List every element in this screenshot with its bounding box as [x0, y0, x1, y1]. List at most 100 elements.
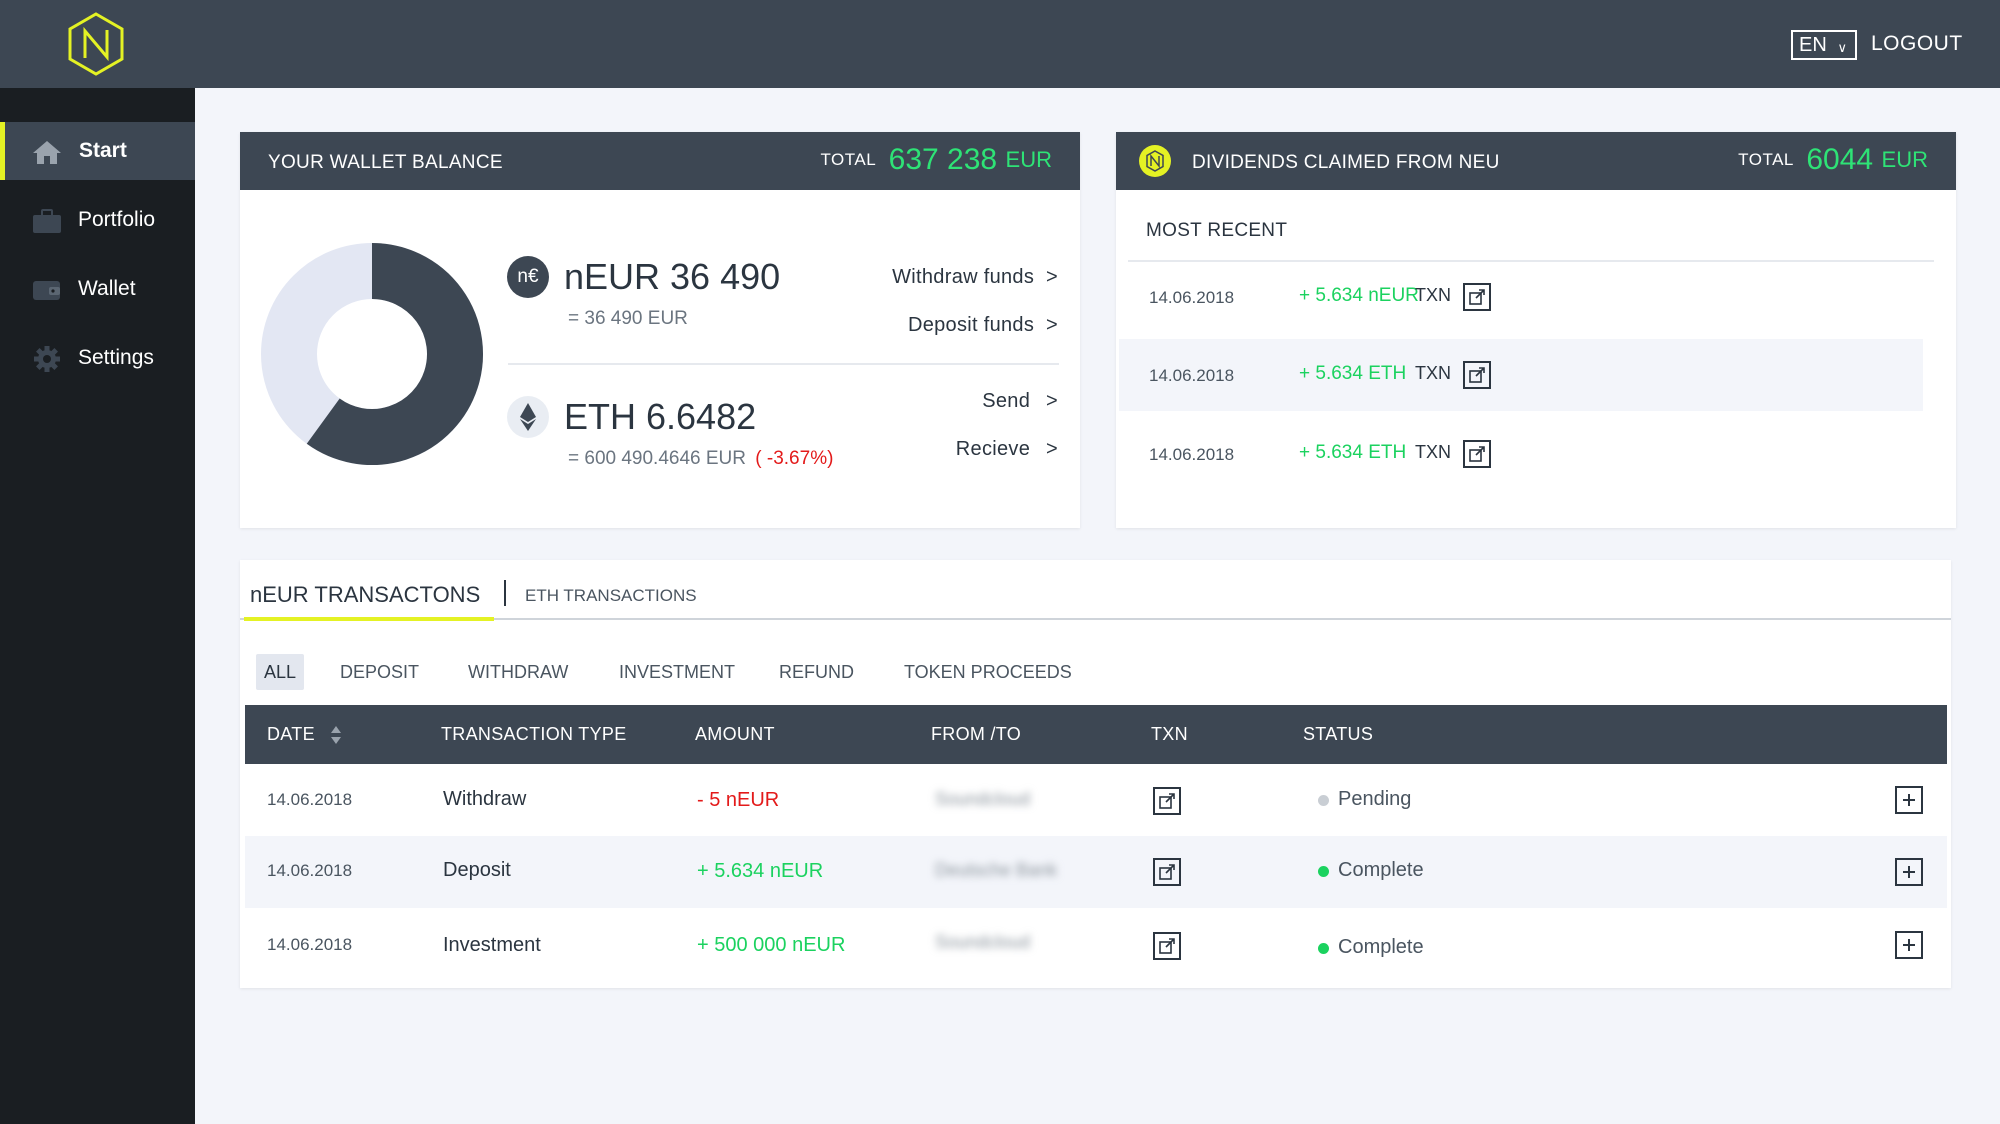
neur-eur-value: = 36 490 EUR [568, 308, 688, 329]
sidebar-item-start[interactable]: Start [0, 122, 195, 180]
dividend-row: 14.06.2018 + 5.634 ETH TXN [1119, 339, 1923, 411]
filter-withdraw[interactable]: WITHDRAW [468, 662, 569, 682]
column-header-label: DATE [267, 724, 315, 744]
sidebar-item-settings[interactable]: Settings [0, 329, 195, 387]
external-link-icon[interactable] [1153, 858, 1181, 886]
wallet-total-value: 637 238 [888, 143, 998, 176]
gear-icon [34, 346, 60, 372]
row-type: Deposit [443, 859, 511, 881]
row-status: Complete [1338, 859, 1424, 881]
column-header-status: STATUS [1303, 724, 1374, 744]
transactions-card: nEUR TRANSACTONS ETH TRANSACTIONS ALL DE… [240, 560, 1951, 988]
dividend-date: 14.06.2018 [1149, 366, 1235, 385]
wallet-balance-card: YOUR WALLET BALANCE TOTAL 637 238 EUR n€… [240, 132, 1080, 528]
row-status: Pending [1338, 788, 1412, 810]
eth-eur-amount: = 600 490.4646 EUR [568, 448, 746, 469]
eth-change: ( -3.67%) [755, 448, 834, 469]
neufund-logo[interactable] [66, 11, 126, 77]
language-value: EN [1799, 34, 1827, 56]
table-row: 14.06.2018 Deposit + 5.634 nEUR Deutsche… [245, 836, 1947, 908]
external-link-icon[interactable] [1463, 440, 1491, 468]
filter-refund[interactable]: REFUND [779, 662, 854, 682]
column-header-amount: AMOUNT [695, 724, 775, 744]
expand-row-button[interactable] [1895, 858, 1923, 886]
briefcase-icon [33, 209, 61, 233]
withdraw-funds-label: Withdraw funds [892, 266, 1035, 288]
row-status: Complete [1338, 936, 1424, 958]
deposit-funds-label: Deposit funds [907, 314, 1035, 336]
sidebar-item-label: Start [79, 139, 127, 162]
neu-coin-icon [1139, 145, 1171, 177]
sidebar-item-portfolio[interactable]: Portfolio [0, 191, 195, 249]
dividends-card-header: DIVIDENDS CLAIMED FROM NEU TOTAL 6044 EU… [1116, 132, 1956, 190]
dividends-total-currency: EUR [1881, 147, 1928, 172]
row-date: 14.06.2018 [267, 790, 353, 809]
send-link[interactable]: Send > [982, 390, 1058, 413]
wallet-card-title: YOUR WALLET BALANCE [268, 152, 503, 173]
receive-label: Recieve [955, 438, 1031, 460]
row-type: Withdraw [443, 788, 527, 810]
logout-button[interactable]: LOGOUT [1871, 32, 1963, 55]
row-from-to: Soundcloud [935, 789, 1031, 809]
chevron-right-icon: > [1046, 390, 1058, 412]
language-select[interactable]: EN ∨ [1791, 30, 1857, 60]
wallet-card-header: YOUR WALLET BALANCE TOTAL 637 238 EUR [240, 132, 1080, 190]
tab-neur-transactions[interactable]: nEUR TRANSACTONS [250, 582, 481, 607]
neur-amount: nEUR 36 490 [564, 256, 781, 297]
expand-row-button[interactable] [1895, 786, 1923, 814]
filter-token-proceeds[interactable]: TOKEN PROCEEDS [904, 662, 1072, 682]
sidebar-item-label: Portfolio [78, 208, 156, 231]
receive-link[interactable]: Recieve > [956, 438, 1058, 461]
wallet-total-label: TOTAL [820, 150, 877, 169]
active-tab-indicator [244, 617, 494, 621]
eth-amount: ETH 6.6482 [564, 396, 757, 437]
external-link-icon[interactable] [1153, 932, 1181, 960]
row-amount: + 5.634 nEUR [697, 860, 824, 882]
expand-row-button[interactable] [1895, 931, 1923, 959]
sidebar-item-wallet[interactable]: Wallet [0, 260, 195, 318]
row-date: 14.06.2018 [267, 861, 353, 880]
withdraw-funds-link[interactable]: Withdraw funds > [892, 266, 1058, 289]
sidebar-item-label: Wallet [78, 277, 136, 300]
filter-all[interactable]: ALL [256, 654, 305, 690]
column-header-txn: TXN [1151, 724, 1188, 744]
column-header-date[interactable]: DATE [267, 724, 342, 745]
dividend-txn-label: TXN [1415, 285, 1451, 305]
row-from-to: Deutsche Bank [935, 860, 1058, 880]
chevron-right-icon: > [1046, 314, 1058, 336]
divider [1128, 260, 1934, 262]
dividend-txn-label: TXN [1415, 442, 1451, 462]
status-dot-complete [1318, 866, 1329, 877]
external-link-icon[interactable] [1153, 787, 1181, 815]
external-link-icon[interactable] [1463, 283, 1491, 311]
deposit-funds-link[interactable]: Deposit funds > [908, 314, 1058, 337]
row-type: Investment [443, 934, 541, 956]
table-row: 14.06.2018 Withdraw - 5 nEUR Soundcloud … [245, 764, 1947, 836]
tab-eth-transactions[interactable]: ETH TRANSACTIONS [525, 586, 697, 605]
dividends-total-value: 6044 [1806, 143, 1874, 176]
filter-deposit[interactable]: DEPOSIT [340, 662, 420, 682]
dividend-date: 14.06.2018 [1149, 288, 1235, 307]
dividends-total: TOTAL 6044 EUR [1738, 143, 1928, 177]
filter-investment[interactable]: INVESTMENT [619, 662, 736, 682]
dividend-row: 14.06.2018 + 5.634 nEUR TXN [1119, 262, 1923, 334]
send-label: Send [982, 390, 1031, 412]
top-bar: EN ∨ LOGOUT [0, 0, 2000, 88]
sidebar: Start Portfolio Wallet Settings [0, 88, 195, 1124]
wallet-total: TOTAL 637 238 EUR [820, 143, 1052, 177]
dividend-date: 14.06.2018 [1149, 445, 1235, 464]
table-row: 14.06.2018 Investment + 500 000 nEUR Sou… [245, 908, 1947, 980]
dividends-card-title: DIVIDENDS CLAIMED FROM NEU [1192, 152, 1500, 173]
row-amount: + 500 000 nEUR [697, 934, 846, 956]
dividends-total-label: TOTAL [1738, 150, 1794, 169]
wallet-donut-chart [261, 243, 483, 465]
dividend-amount: + 5.634 ETH [1299, 363, 1407, 384]
tab-separator [504, 580, 506, 606]
wallet-icon [33, 281, 60, 300]
column-header-type: TRANSACTION TYPE [441, 724, 627, 744]
external-link-icon[interactable] [1463, 361, 1491, 389]
chevron-right-icon: > [1046, 438, 1058, 460]
transaction-tabs: nEUR TRANSACTONS ETH TRANSACTIONS [240, 560, 1951, 621]
eth-coin-icon [507, 396, 549, 438]
eth-eur-value: = 600 490.4646 EUR ( -3.67%) [568, 448, 833, 470]
